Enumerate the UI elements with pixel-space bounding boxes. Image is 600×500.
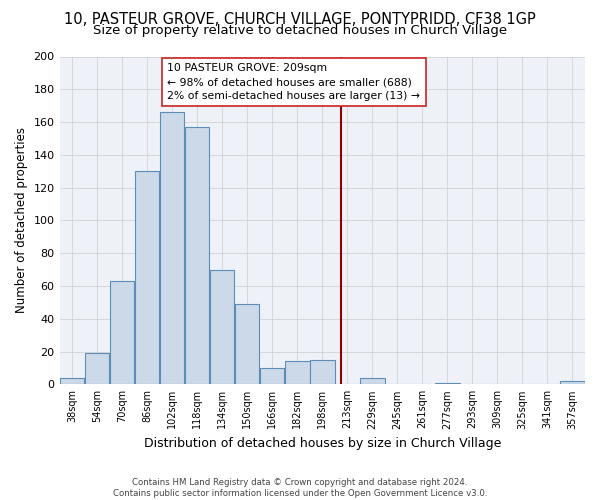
Bar <box>85 353 109 384</box>
Bar <box>310 360 335 384</box>
Bar <box>185 127 209 384</box>
Bar <box>260 368 284 384</box>
Bar <box>160 112 184 384</box>
Bar <box>210 270 235 384</box>
Bar <box>110 281 134 384</box>
Bar <box>285 362 310 384</box>
Bar <box>360 378 385 384</box>
Bar <box>135 171 160 384</box>
Y-axis label: Number of detached properties: Number of detached properties <box>15 128 28 314</box>
Bar <box>60 378 85 384</box>
Bar <box>435 382 460 384</box>
Bar <box>560 381 585 384</box>
Bar <box>235 304 259 384</box>
Text: 10 PASTEUR GROVE: 209sqm
← 98% of detached houses are smaller (688)
2% of semi-d: 10 PASTEUR GROVE: 209sqm ← 98% of detach… <box>167 63 420 101</box>
X-axis label: Distribution of detached houses by size in Church Village: Distribution of detached houses by size … <box>143 437 501 450</box>
Text: Contains HM Land Registry data © Crown copyright and database right 2024.
Contai: Contains HM Land Registry data © Crown c… <box>113 478 487 498</box>
Text: Size of property relative to detached houses in Church Village: Size of property relative to detached ho… <box>93 24 507 37</box>
Text: 10, PASTEUR GROVE, CHURCH VILLAGE, PONTYPRIDD, CF38 1GP: 10, PASTEUR GROVE, CHURCH VILLAGE, PONTY… <box>64 12 536 28</box>
